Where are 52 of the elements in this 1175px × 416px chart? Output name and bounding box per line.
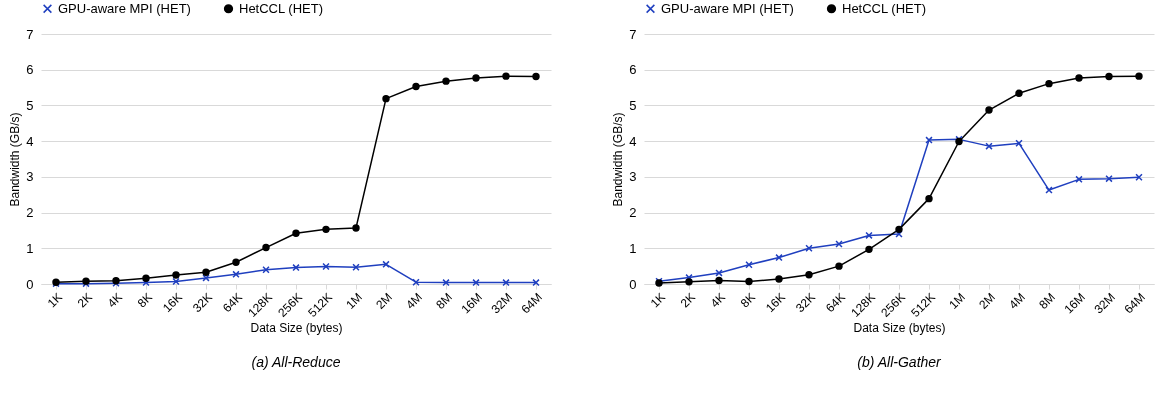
x-axis-title: Data Size (bytes) — [853, 321, 946, 336]
y-tick-label: 7 — [26, 26, 34, 42]
y-tick-label: 6 — [26, 62, 34, 78]
y-tick-label: 2 — [26, 205, 34, 221]
y-tick-label: 5 — [26, 97, 34, 113]
x-tick-label: 64M — [1121, 290, 1148, 317]
x-tick-label: 4M — [1006, 290, 1028, 312]
x-tick-label: 16K — [159, 290, 185, 316]
x-tick-label: 2K — [74, 290, 95, 311]
y-axis-title: Bandwidth (GB/s) — [611, 112, 626, 207]
legend-label: HetCCL (HET) — [842, 0, 927, 16]
x-tick-label: 8K — [737, 290, 758, 311]
y-tick-label: 5 — [629, 97, 637, 113]
y-tick-label: 2 — [629, 205, 637, 221]
text: (b) All-Gather — [857, 353, 943, 370]
legend-label: GPU-aware MPI (HET) — [661, 0, 794, 16]
y-tick-label: 4 — [26, 133, 34, 149]
x-tick-label: 32K — [189, 290, 215, 316]
y-tick-label: 1 — [26, 240, 34, 256]
x-tick-label: 32M — [1091, 290, 1118, 317]
x-tick-label: 32M — [488, 290, 515, 317]
x-tick-label: 1M — [343, 290, 365, 312]
x-tick-label: 64M — [518, 290, 545, 317]
x-tick-label: 4K — [707, 290, 728, 311]
x-tick-label: 2M — [976, 290, 998, 312]
x-tick-label: 8K — [134, 290, 155, 311]
x-tick-label: 8M — [433, 290, 455, 312]
x-tick-label: 1K — [44, 290, 65, 311]
x-tick-label: 64K — [822, 290, 848, 316]
y-tick-label: 0 — [629, 276, 637, 292]
x-tick-label: 32K — [792, 290, 818, 316]
x-axis-title: Data Size (bytes) — [250, 321, 343, 336]
x-tick-label: 16K — [762, 290, 788, 316]
y-tick-label: 6 — [629, 62, 637, 78]
x-tick-label: 8M — [1036, 290, 1058, 312]
y-tick-label: 3 — [26, 169, 34, 185]
y-tick-label: 4 — [629, 133, 637, 149]
x-tick-label: 4K — [104, 290, 125, 311]
text: (a) All-Reduce — [251, 353, 341, 370]
x-tick-label: 2K — [677, 290, 698, 311]
y-tick-label: 3 — [629, 169, 637, 185]
x-tick-label: 1K — [647, 290, 668, 311]
legend-label: GPU-aware MPI (HET) — [58, 0, 191, 16]
x-tick-label: 1M — [946, 290, 968, 312]
y-tick-label: 1 — [629, 240, 637, 256]
y-axis-title: Bandwidth (GB/s) — [8, 112, 23, 207]
legend-label: HetCCL (HET) — [239, 0, 324, 16]
x-tick-label: 2M — [373, 290, 395, 312]
x-tick-label: 4M — [403, 290, 425, 312]
y-tick-label: 0 — [26, 276, 34, 292]
y-tick-label: 7 — [629, 26, 637, 42]
x-tick-label: 64K — [219, 290, 245, 316]
